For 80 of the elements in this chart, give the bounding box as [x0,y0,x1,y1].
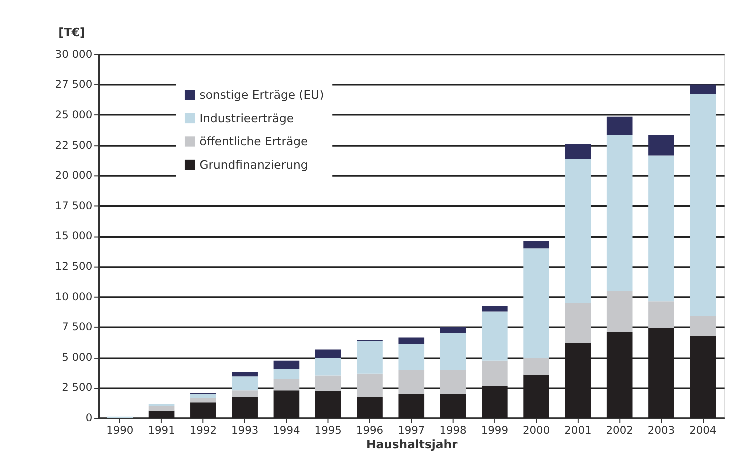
bar [482,306,508,312]
bar [398,344,425,370]
y-tick-label: 20 000 [55,169,93,182]
bar [524,248,550,358]
bar [690,316,716,336]
x-tick-label: 1991 [148,424,176,438]
legend-label: Grundfinanzierung [200,158,308,172]
x-tick-label: 1999 [481,424,509,438]
x-tick-label: 2004 [690,424,717,438]
bar [274,379,300,391]
x-tick-label: 2000 [523,424,550,438]
bar [190,394,216,398]
legend-label: öffentliche Erträge [200,134,308,149]
bar [482,360,508,386]
bar [648,135,674,156]
x-tick-label: 1992 [190,424,217,438]
x-tick-label: 2001 [564,424,592,438]
y-tick-label: 2 500 [62,381,93,394]
x-tick-label: 1995 [314,424,342,438]
bar [357,374,383,398]
y-axis-title: [T€] [58,26,86,40]
bar [315,358,342,376]
x-tick-label: 1996 [356,424,384,438]
x-tick-label: 2002 [606,424,634,438]
y-tick-label: 5 000 [62,350,93,364]
bar [606,291,633,332]
y-tick-label: 25 000 [55,108,93,122]
x-tick-label: 1998 [440,424,468,438]
bar [482,312,508,361]
x-tick-label: 1994 [273,424,300,438]
bar [606,135,633,292]
bar [440,394,466,418]
bar [606,116,633,136]
y-tick-label: 7 500 [62,320,93,334]
y-tick-label: 30 000 [55,48,93,61]
y-tick-label: 27 500 [55,78,93,92]
bar [648,302,674,328]
bar [315,376,342,392]
bar [440,370,466,394]
y-tick-label: 15 000 [55,230,93,243]
bar [274,390,300,418]
y-tick-label: 0 [86,412,93,424]
bar [690,84,716,94]
y-tick-label: 17 500 [55,199,93,212]
bar [524,358,550,375]
bar [648,156,674,302]
bar [315,392,342,418]
bar [148,406,175,411]
x-tick-label: 1993 [232,424,259,438]
x-tick-label: 1990 [106,424,134,438]
bar [232,372,258,377]
bar [148,410,175,418]
bar [232,390,258,398]
y-tick-label: 22 500 [55,138,93,152]
bar [232,376,258,391]
bar [190,402,216,418]
bar [274,369,300,380]
x-axis-title: Haushaltsjahr [366,438,458,452]
bar [232,397,258,418]
bar [357,342,383,374]
bar [190,398,216,403]
bar [565,158,592,304]
bar [398,370,425,394]
legend-label: sonstige Erträge (EU) [200,88,324,102]
bar [524,241,550,249]
bar [357,397,383,418]
bar [565,144,592,159]
legend-label: Industrieerträge [200,111,294,126]
bar [398,338,425,344]
bar [398,394,425,418]
y-tick-label: 12 500 [55,260,93,273]
bar [315,350,342,358]
x-tick-label: 2003 [648,424,676,438]
bar [440,333,466,370]
bar [690,94,716,316]
bar [440,327,466,334]
bar [565,303,592,344]
bar [274,360,300,370]
y-tick-label: 10 000 [55,290,93,304]
x-tick-label: 1997 [398,424,426,438]
